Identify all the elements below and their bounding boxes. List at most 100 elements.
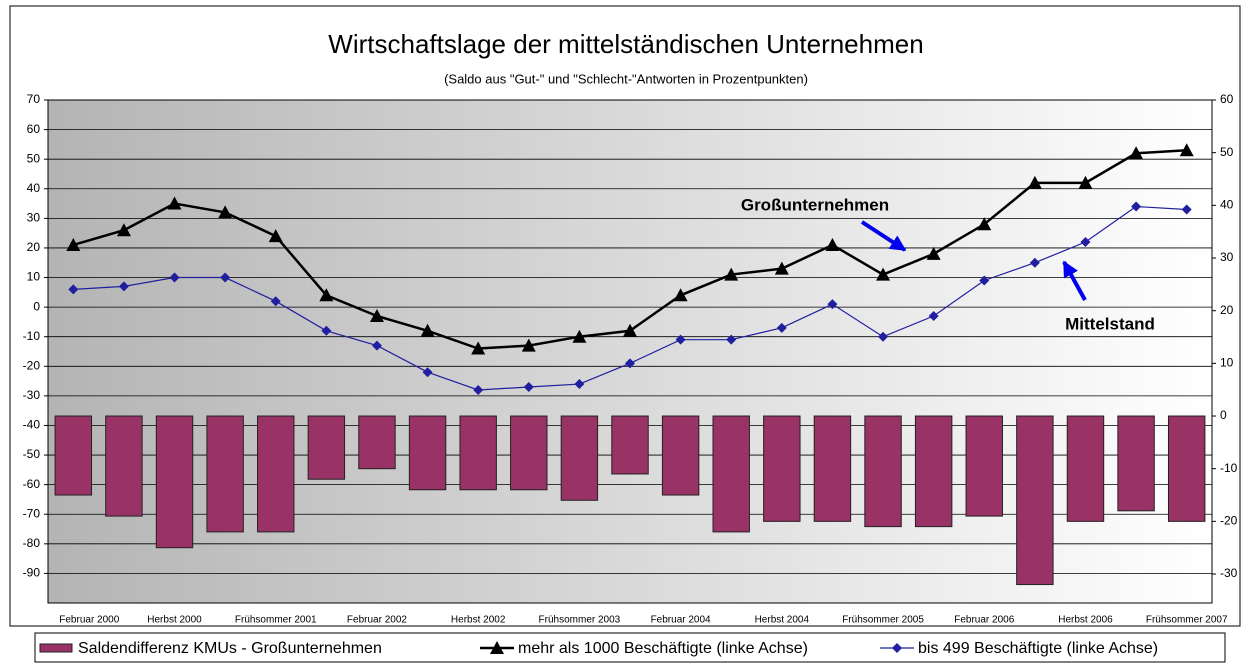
x-tick-label: Februar 2002 — [347, 615, 407, 626]
bar — [1167, 415, 1206, 522]
point — [926, 246, 941, 260]
y-tick-label: -30 — [23, 388, 41, 402]
y2-tick-label: 30 — [1220, 250, 1234, 264]
x-tick-label: Herbst 2004 — [755, 615, 810, 626]
point — [68, 284, 79, 295]
point — [270, 296, 281, 307]
point — [118, 281, 129, 292]
point — [218, 205, 233, 219]
chart-subtitle: (Saldo aus "Gut-" und "Schlecht-"Antwort… — [444, 71, 808, 86]
y2-tick-label: 40 — [1220, 198, 1234, 212]
bar — [358, 415, 396, 470]
x-tick-label: Februar 2000 — [59, 615, 119, 626]
y2-tick-label: 60 — [1220, 92, 1234, 106]
legend-frame — [34, 632, 1226, 663]
point — [1080, 237, 1091, 248]
point — [774, 261, 789, 275]
point — [473, 384, 484, 395]
bar — [510, 415, 548, 491]
annotation: Großunternehmen — [741, 195, 889, 214]
legend-label: bis 499 Beschäftigte (linke Achse) — [918, 640, 1158, 657]
x-tick-label: Frühsommer 2003 — [539, 615, 621, 626]
point — [471, 341, 486, 355]
bar — [206, 415, 244, 533]
y-tick-label: 50 — [27, 151, 41, 165]
point — [422, 367, 433, 378]
bar — [257, 415, 295, 533]
point — [66, 237, 81, 251]
bar — [763, 415, 801, 522]
point — [724, 267, 739, 281]
x-tick-label: Februar 2004 — [651, 615, 711, 626]
point — [726, 334, 737, 345]
point — [1179, 143, 1194, 157]
y-tick-label: 40 — [27, 181, 41, 195]
point — [623, 323, 637, 337]
bar — [914, 415, 953, 528]
bar — [611, 415, 649, 475]
legend-label: Saldendifferenz KMUs - Großunternehmen — [78, 640, 382, 657]
point — [371, 340, 382, 351]
chart-title: Wirtschaftslage der mittelständischen Un… — [328, 29, 923, 59]
point — [776, 322, 787, 333]
bar — [155, 415, 194, 549]
y2-tick-label: -10 — [1220, 461, 1238, 475]
legend-marker — [490, 641, 504, 654]
bar — [661, 415, 700, 496]
point — [876, 267, 891, 281]
bar — [408, 415, 447, 491]
point — [319, 288, 334, 302]
point — [827, 299, 838, 310]
x-tick-label: Herbst 2006 — [1058, 615, 1113, 626]
bar — [105, 415, 143, 517]
y-tick-label: -70 — [23, 506, 41, 520]
point — [977, 217, 992, 231]
point — [878, 331, 889, 342]
point — [1027, 175, 1042, 189]
annotation-arrow — [1062, 260, 1087, 301]
bar — [307, 415, 346, 480]
point — [673, 288, 688, 302]
bar — [1066, 415, 1105, 522]
point — [625, 358, 635, 369]
x-tick-label: Frühsommer 2007 — [1146, 615, 1228, 626]
point — [116, 223, 131, 237]
legend-marker — [892, 643, 902, 653]
point — [979, 275, 990, 286]
y-tick-label: -80 — [23, 536, 41, 550]
bar — [712, 415, 750, 533]
x-tick-label: Frühsommer 2005 — [842, 615, 924, 626]
x-tick-label: Frühsommer 2001 — [235, 615, 317, 626]
y-tick-label: 0 — [33, 299, 40, 313]
legend-label: mehr als 1000 Beschäftigte (linke Achse) — [518, 640, 808, 657]
y-tick-label: 10 — [27, 270, 41, 284]
y2-tick-label: -20 — [1220, 514, 1238, 528]
point — [928, 310, 939, 321]
point — [572, 329, 587, 343]
legend: Saldendifferenz KMUs - Großunternehmen me… — [34, 632, 1226, 663]
point — [675, 334, 686, 345]
point — [167, 196, 182, 210]
y-tick-label: 60 — [27, 122, 41, 136]
y-tick-label: -90 — [23, 566, 41, 580]
bar — [560, 415, 599, 501]
point — [321, 325, 332, 336]
y-tick-label: 20 — [27, 240, 41, 254]
annotation: Mittelstand — [1065, 314, 1155, 333]
legend-swatch — [39, 643, 73, 653]
point — [523, 382, 534, 393]
y2-tick-label: 50 — [1220, 145, 1234, 159]
point — [1131, 201, 1142, 212]
bar — [1016, 415, 1054, 586]
annotation-arrow — [860, 220, 907, 252]
y-tick-label: -10 — [23, 329, 41, 343]
y-tick-label: -40 — [23, 418, 41, 432]
bar — [864, 415, 902, 528]
point — [220, 272, 231, 283]
y2-tick-label: -30 — [1220, 566, 1238, 580]
point — [268, 229, 283, 243]
y2-tick-label: 0 — [1220, 408, 1227, 422]
bar — [459, 415, 497, 491]
y-tick-label: -50 — [23, 447, 41, 461]
